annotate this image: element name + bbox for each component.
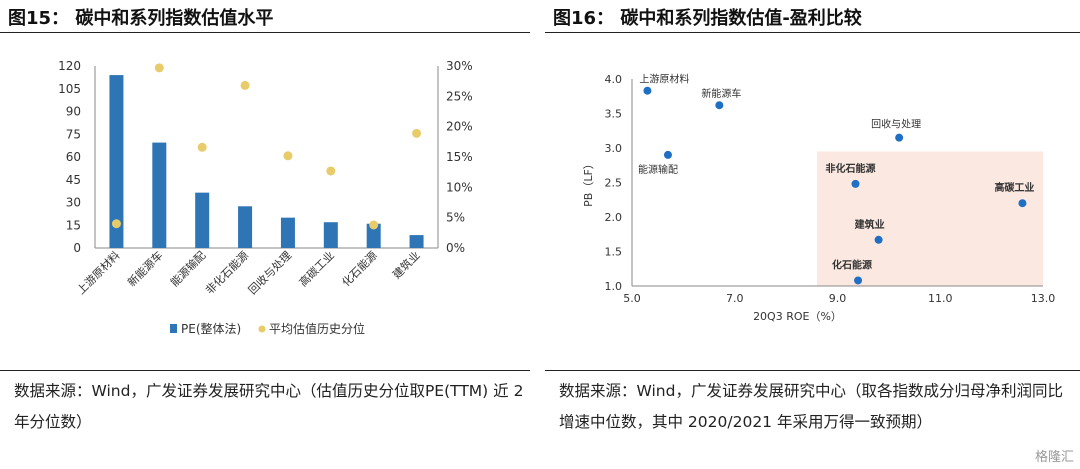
left-y-tick-label: 120 (58, 59, 81, 73)
legend-label-percentile: 平均估值历史分位 (269, 321, 365, 336)
figure-16-top-rule (545, 32, 1080, 33)
left-y-tick-label: 30 (66, 196, 81, 210)
scatter-point-label: 新能源车 (701, 87, 741, 100)
bar-pe-8 (409, 235, 424, 248)
y-tick-label: 1.5 (605, 246, 623, 259)
scatter-point-label: 高碳工业 (994, 181, 1034, 194)
dot-percentile-5 (283, 151, 293, 161)
bar-pe-2 (152, 142, 167, 248)
dot-percentile-1 (111, 219, 121, 229)
left-y-tick-label: 0 (73, 241, 81, 255)
bar-pe-7 (366, 223, 381, 248)
x-tick-label: 13.0 (1031, 292, 1056, 305)
figure-16-bottom-rule (545, 370, 1080, 371)
dot-percentile-4 (240, 80, 250, 90)
figure-16-source-note: 数据来源：Wind，广发证券发展研究中心（取各指数成分归母净利润同比增速中位数，… (559, 382, 1063, 431)
legend-swatch-pe (170, 324, 177, 333)
x-category-label: 高碳工业 (296, 248, 337, 289)
figure-15-top-rule (0, 32, 530, 33)
y-axis-title: PB（LF） (582, 158, 595, 207)
x-category-label: 上游原材料 (74, 248, 123, 297)
scatter-point-label: 回收与处理 (871, 118, 921, 131)
x-tick-label: 9.0 (829, 292, 847, 305)
left-y-tick-label: 15 (66, 218, 81, 232)
valuation-profit-scatter-chart: 1.0 1.5 2.0 2.5 3.0 3.5 4.0 5.0 7.0 9.0 11.0 13.0 20… (582, 73, 1056, 323)
left-y-tick-label: 105 (58, 82, 81, 96)
scatter-point-label: 上游原材料 (639, 73, 689, 86)
y-tick-label: 3.0 (605, 142, 623, 155)
scatter-point-6 (1018, 199, 1027, 208)
scatter-point-label: 化石能源 (832, 258, 872, 271)
y-tick-label: 2.0 (605, 211, 623, 224)
left-y-tick-label: 45 (66, 173, 81, 187)
scatter-point-1 (643, 86, 652, 95)
dot-percentile-8 (412, 128, 422, 138)
x-category-label: 能源输配 (167, 248, 208, 289)
dot-percentile-7 (369, 220, 379, 230)
x-tick-label: 11.0 (928, 292, 953, 305)
right-y-tick-label: 0% (446, 241, 465, 255)
bar-pe-6 (323, 222, 338, 248)
x-category-label: 新能源车 (124, 248, 165, 289)
scatter-point-2 (715, 101, 724, 110)
bar-pe-3 (195, 192, 210, 248)
x-category-label: 建筑业 (389, 248, 422, 281)
left-y-tick-label: 90 (66, 105, 81, 119)
y-tick-label: 3.5 (605, 108, 623, 121)
x-category-label: 非化石能源 (202, 248, 251, 297)
right-y-tick-label: 30% (446, 59, 473, 73)
figure-15-bottom-rule (0, 370, 530, 371)
scatter-point-5 (851, 179, 860, 188)
scatter-point-4 (663, 150, 672, 159)
x-category-label: 回收与处理 (245, 248, 294, 297)
dot-percentile-2 (154, 63, 164, 73)
valuation-bar-chart: 0 15 30 45 60 75 90 105 120 0% 5% 10% 15% 20% 25% 30% 上游… (58, 59, 473, 336)
legend-label-pe: PE(整体法) (181, 321, 241, 336)
right-y-tick-label: 15% (446, 150, 473, 164)
scatter-point-3 (895, 133, 904, 142)
right-y-tick-label: 5% (446, 211, 465, 225)
bar-pe-4 (238, 206, 253, 248)
figure-15-title: 图15： 碳中和系列指数估值水平 (8, 8, 274, 29)
right-y-tick-label: 25% (446, 89, 473, 103)
x-tick-label: 7.0 (726, 292, 744, 305)
scatter-point-7 (874, 235, 883, 244)
left-y-tick-label: 75 (66, 127, 81, 141)
scatter-point-label: 建筑业 (854, 218, 885, 231)
dot-percentile-6 (326, 166, 336, 176)
right-y-tick-label: 20% (446, 120, 473, 134)
x-tick-label: 5.0 (623, 292, 641, 305)
x-category-label: 化石能源 (339, 248, 380, 289)
scatter-point-label: 能源输配 (638, 163, 678, 176)
scatter-point-label: 非化石能源 (825, 162, 875, 175)
x-axis-title: 20Q3 ROE（%） (753, 310, 842, 323)
y-tick-label: 1.0 (605, 280, 623, 293)
figure-16-title: 图16： 碳中和系列指数估值-盈利比较 (553, 8, 862, 29)
legend-swatch-percentile (258, 325, 266, 333)
dot-percentile-3 (197, 142, 207, 152)
bar-pe-1 (109, 75, 124, 248)
highlight-region (816, 151, 1043, 286)
watermark-label: 格隆汇 (1034, 450, 1074, 465)
right-y-tick-label: 10% (446, 180, 473, 194)
figure-16-panel: 图16： 碳中和系列指数估值-盈利比较 1.0 1.5 2.0 2.5 3.0 3.5 4.… (545, 0, 1080, 469)
scatter-point-8 (854, 276, 863, 285)
left-y-tick-label: 60 (66, 150, 81, 164)
y-tick-label: 4.0 (605, 73, 623, 86)
figure-15-source-note: 数据来源：Wind，广发证券发展研究中心（估值历史分位取PE(TTM) 近 2 … (14, 382, 524, 431)
bar-pe-5 (280, 217, 295, 248)
y-tick-label: 2.5 (605, 177, 623, 190)
figure-15-panel: 图15： 碳中和系列指数估值水平 0 15 30 45 60 75 90 105 120 0% 5%… (0, 0, 530, 469)
